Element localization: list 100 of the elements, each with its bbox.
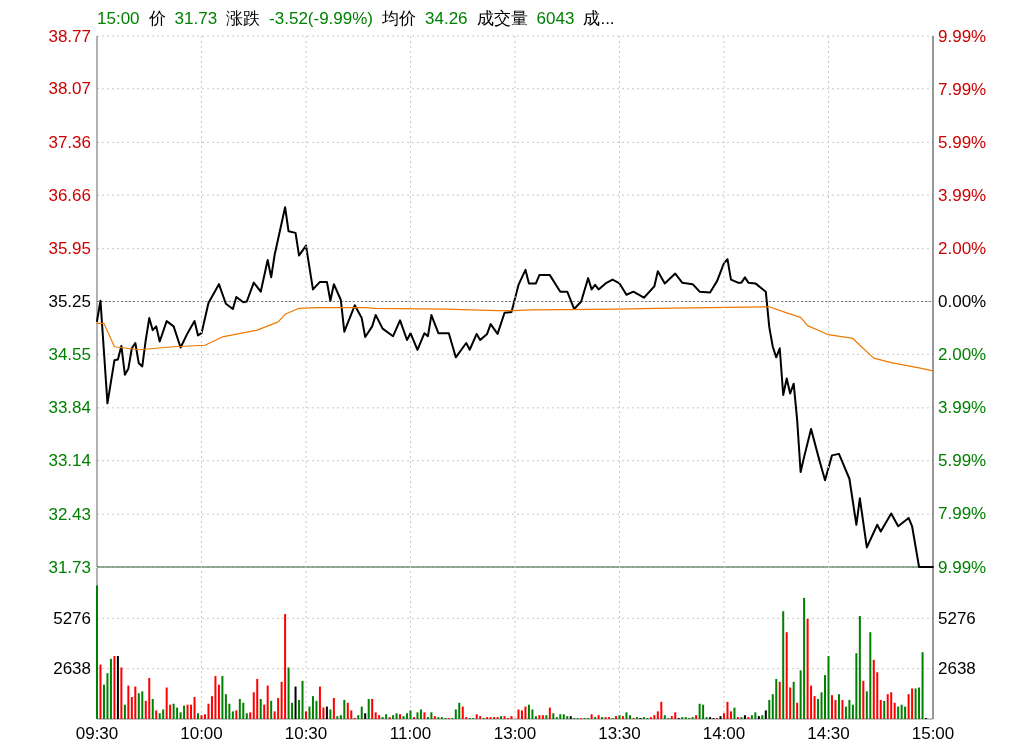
bar [841,699,844,719]
bar [315,700,318,719]
bar [357,715,360,719]
bar [311,696,314,719]
bar [879,699,882,719]
text: 成... [583,9,615,28]
bar [754,712,757,719]
bar [625,712,628,719]
bar [663,715,666,719]
bar [552,713,555,719]
x-tick-label: 14:00 [702,724,746,743]
bar [548,707,551,719]
bar [238,698,241,719]
x-tick-label: 14:30 [807,724,850,743]
bar [409,710,412,719]
y-tick-label: 36.66 [48,185,91,205]
x-tick-label: 11:00 [389,724,432,743]
y2-tick-label: 3.99% [938,185,987,205]
text: 价 [147,9,166,28]
x-tick-label: 15:00 [911,724,955,743]
bar [336,716,339,719]
bar [134,686,137,719]
bar [305,711,307,719]
bar [827,656,830,719]
bar [695,715,698,719]
bar [918,687,921,719]
y2-tick-label: 2638 [938,659,976,679]
y-tick-label: 35.95 [48,239,91,259]
y2-tick-label: 2.00% [938,238,987,258]
y-tick-label: 37.36 [48,132,91,152]
bar [231,711,234,719]
bar [517,709,520,719]
y-tick-label: 38.07 [48,79,91,99]
y-tick-label: 33.14 [48,451,91,471]
y-tick-label: 31.73 [48,557,91,577]
y2-tick-label: 5.99% [938,451,987,471]
bar [785,632,788,719]
bar [301,680,304,719]
bar [461,706,464,719]
bar [653,715,656,719]
bar [266,685,269,719]
bar [190,704,193,719]
bar [235,710,238,719]
bar [277,698,280,719]
bar [416,712,419,719]
bar [224,694,227,719]
bar [897,706,900,719]
bar [541,715,544,719]
bar [374,712,377,719]
bar [270,700,273,719]
bar [364,713,367,719]
bar [830,695,833,719]
bar [674,712,677,719]
bar [287,667,290,719]
x-tick-label: 10:30 [284,724,328,743]
bar [813,696,816,719]
bar [406,713,409,719]
bar [99,664,102,719]
bar [538,715,541,719]
bar [834,699,837,719]
text: 成交量 [476,9,528,28]
bar [392,715,395,719]
bar [458,702,461,719]
text: 15:00 [97,9,140,28]
bar [855,653,858,719]
bar [120,667,123,719]
y2-tick-label: 9.99% [938,557,987,577]
bar [883,700,886,719]
text: 34.26 [425,9,468,28]
bar [628,715,631,719]
bar [660,701,663,719]
bar [263,704,266,719]
bar [806,618,809,719]
bar [137,693,140,719]
bar [618,715,621,719]
bar [702,704,705,719]
bar [176,707,179,719]
bar [221,676,224,719]
bar [207,703,210,719]
y-tick-label: 35.25 [48,292,91,311]
bar [141,691,144,719]
bar [792,681,795,719]
bar [308,706,311,719]
bar [520,710,523,719]
y2-tick-label: 7.99% [938,504,987,524]
line-series [96,206,934,568]
bar [329,709,332,719]
line-series [96,306,934,372]
y2-tick-label: 5276 [938,608,976,628]
bar [729,711,732,719]
bar [733,707,736,719]
bar [298,699,301,719]
bar [423,712,426,719]
bar [419,709,422,719]
y2-tick-label: 2.00% [938,345,987,365]
bar [256,678,259,719]
bar [318,686,321,719]
bar [837,694,840,719]
bar [165,687,168,719]
bar [796,702,799,719]
